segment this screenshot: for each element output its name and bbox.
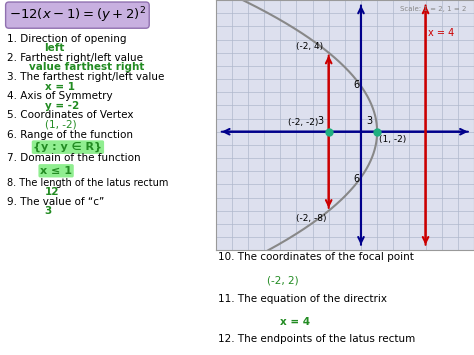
Text: 3: 3: [366, 116, 372, 126]
Text: 10. The coordinates of the focal point: 10. The coordinates of the focal point: [218, 252, 414, 262]
Text: (1, -2): (1, -2): [45, 120, 76, 130]
Text: Scale: 1 = 2, 1 = 2: Scale: 1 = 2, 1 = 2: [400, 6, 466, 12]
Text: 1. Direction of opening: 1. Direction of opening: [7, 34, 126, 44]
Text: 6: 6: [353, 174, 359, 184]
Text: x = 4: x = 4: [280, 317, 310, 327]
Text: 8. The length of the latus rectum: 8. The length of the latus rectum: [7, 178, 168, 187]
Text: x ≤ 1: x ≤ 1: [40, 166, 72, 176]
Text: 5. Coordinates of Vertex: 5. Coordinates of Vertex: [7, 110, 133, 120]
Text: $-12(x-1)=(y+2)^2$: $-12(x-1)=(y+2)^2$: [9, 5, 146, 25]
Text: y = -2: y = -2: [45, 101, 79, 111]
Text: 7. Domain of the function: 7. Domain of the function: [7, 153, 140, 163]
Text: left: left: [45, 43, 65, 53]
Text: x = 1: x = 1: [45, 82, 74, 92]
Text: (-2, 2): (-2, 2): [267, 275, 299, 285]
Text: 6: 6: [353, 80, 359, 90]
Text: x = 4: x = 4: [428, 28, 454, 38]
Text: 12. The endpoints of the latus rectum: 12. The endpoints of the latus rectum: [218, 334, 416, 344]
Text: 12: 12: [45, 187, 59, 197]
Text: {y : y ∈ R}: {y : y ∈ R}: [33, 142, 102, 152]
Text: (-2, 4): (-2, 4): [296, 42, 324, 51]
Text: value farthest right: value farthest right: [29, 62, 145, 72]
Text: 3: 3: [45, 206, 52, 216]
Text: 11. The equation of the directrix: 11. The equation of the directrix: [218, 294, 387, 304]
Text: 6. Range of the function: 6. Range of the function: [7, 130, 133, 140]
Text: (1, -2): (1, -2): [379, 135, 406, 144]
Text: 4. Axis of Symmetry: 4. Axis of Symmetry: [7, 91, 112, 101]
Text: 2. Farthest right/left value: 2. Farthest right/left value: [7, 53, 143, 63]
Text: 3: 3: [318, 116, 324, 126]
Text: (-2, -8): (-2, -8): [296, 214, 327, 223]
Text: (-2, -2): (-2, -2): [288, 118, 319, 127]
Text: 9. The value of “c”: 9. The value of “c”: [7, 197, 104, 207]
Text: 3. The farthest right/left value: 3. The farthest right/left value: [7, 72, 164, 82]
